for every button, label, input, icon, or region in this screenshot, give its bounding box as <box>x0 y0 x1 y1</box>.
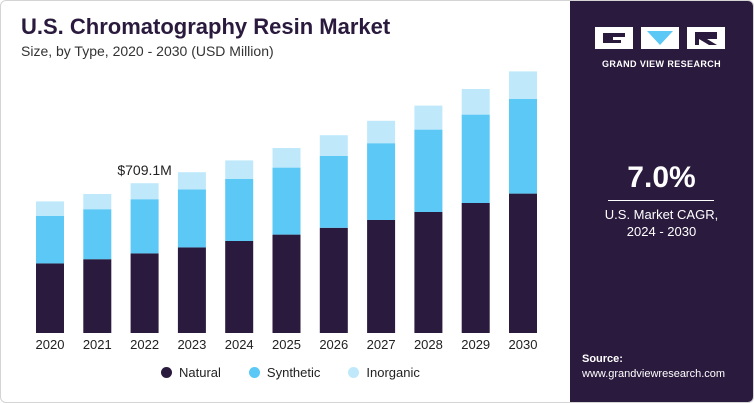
x-tick-2030: 2030 <box>509 337 538 352</box>
x-tick-2025: 2025 <box>272 337 301 352</box>
x-tick-2028: 2028 <box>414 337 443 352</box>
bar-synthetic-2025 <box>272 167 301 235</box>
legend-swatch-synthetic <box>248 367 260 378</box>
legend-item-synthetic: Synthetic <box>248 365 321 380</box>
chart-title: U.S. Chromatography Resin Market <box>21 14 391 39</box>
legend-swatch-inorganic <box>348 367 360 378</box>
bar-inorganic-2023 <box>177 172 206 190</box>
bar-natural-2024 <box>225 241 254 333</box>
gvr-logo-icon <box>595 27 725 49</box>
legend-label-synthetic: Synthetic <box>266 365 321 380</box>
bar-synthetic-2029 <box>461 114 490 203</box>
bar-inorganic-2029 <box>461 89 490 115</box>
bar-natural-2030 <box>509 193 537 333</box>
x-tick-2020: 2020 <box>36 337 65 352</box>
brand-name: GRAND VIEW RESEARCH <box>601 59 722 69</box>
bar-inorganic-2022 <box>130 183 159 200</box>
x-tick-2026: 2026 <box>319 337 348 352</box>
bar-inorganic-2027 <box>367 120 396 144</box>
bar-synthetic-2027 <box>367 143 396 220</box>
bar-inorganic-2030 <box>509 71 537 99</box>
bar-natural-2028 <box>414 212 443 333</box>
cagr-divider <box>608 200 714 201</box>
bar-inorganic-2026 <box>319 135 348 156</box>
bar-synthetic-2030 <box>509 98 537 194</box>
legend-item-natural: Natural <box>161 365 221 380</box>
bar-inorganic-2024 <box>225 160 254 179</box>
legend-swatch-natural <box>161 367 172 378</box>
legend-label-inorganic: Inorganic <box>366 365 420 380</box>
x-tick-2022: 2022 <box>130 337 159 352</box>
bar-natural-2022 <box>130 253 159 333</box>
legend-item-inorganic: Inorganic <box>348 365 420 380</box>
chart-subtitle: Size, by Type, 2020 - 2030 (USD Million) <box>21 43 274 59</box>
bar-inorganic-2025 <box>272 148 301 168</box>
bar-inorganic-2021 <box>83 194 112 210</box>
x-tick-2023: 2023 <box>177 337 206 352</box>
source-url: www.grandviewresearch.com <box>582 368 726 380</box>
bar-synthetic-2022 <box>130 199 159 254</box>
bar-natural-2023 <box>177 247 206 333</box>
bar-synthetic-2020 <box>36 215 64 264</box>
bar-synthetic-2026 <box>319 156 348 228</box>
bar-inorganic-2020 <box>36 201 64 216</box>
x-tick-2024: 2024 <box>225 337 254 352</box>
x-tick-2029: 2029 <box>461 337 490 352</box>
bar-synthetic-2028 <box>414 129 443 212</box>
brand-panel: GRAND VIEW RESEARCH 7.0% U.S. Market CAG… <box>570 1 753 402</box>
bar-synthetic-2023 <box>177 189 206 248</box>
data-label-2022: $709.1M <box>117 162 171 178</box>
bar-natural-2027 <box>367 220 396 333</box>
chart-legend: Natural Synthetic Inorganic <box>161 365 448 380</box>
bar-inorganic-2028 <box>414 105 443 130</box>
cagr-label: U.S. Market CAGR, 2024 - 2030 <box>604 207 719 239</box>
bar-natural-2025 <box>272 234 301 333</box>
cagr-value: 7.0% <box>627 161 696 194</box>
x-tick-2027: 2027 <box>367 337 396 352</box>
bar-chart: 2020 2021 $709.1M 2022 2023 2024 2025 2026 2027 2… <box>36 71 538 352</box>
bar-synthetic-2024 <box>225 178 254 241</box>
bar-natural-2021 <box>83 259 112 333</box>
source-label: Source: <box>582 353 623 365</box>
bar-natural-2026 <box>319 227 348 333</box>
legend-label-natural: Natural <box>179 365 221 380</box>
x-tick-2021: 2021 <box>83 337 112 352</box>
bar-natural-2020 <box>36 263 64 333</box>
bar-natural-2029 <box>461 203 490 333</box>
bar-synthetic-2021 <box>83 209 112 260</box>
